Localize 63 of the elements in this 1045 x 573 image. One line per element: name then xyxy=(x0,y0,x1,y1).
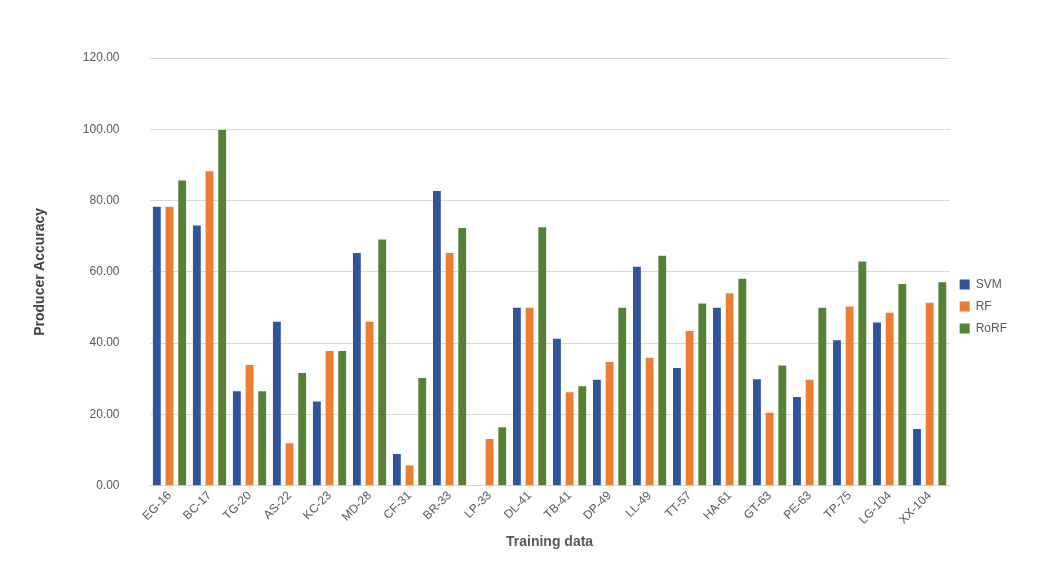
bar xyxy=(352,252,361,486)
bar xyxy=(338,350,347,486)
bar xyxy=(845,306,854,486)
bar xyxy=(405,465,414,486)
bar xyxy=(925,302,934,486)
bar xyxy=(765,412,774,486)
bar xyxy=(633,266,641,486)
bar xyxy=(645,357,654,486)
y-axis-title: Producer Accuracy xyxy=(31,207,48,336)
bar xyxy=(218,130,227,486)
bar xyxy=(232,391,241,486)
bar xyxy=(392,453,401,486)
bar xyxy=(578,386,587,486)
bar xyxy=(698,303,707,486)
bar xyxy=(593,379,601,486)
bar xyxy=(805,379,814,486)
y-tick-label: 100.00 xyxy=(82,121,120,136)
bar xyxy=(192,225,201,486)
bar xyxy=(378,239,387,486)
bar xyxy=(618,307,627,486)
bar xyxy=(538,227,547,486)
bar xyxy=(298,373,307,486)
bar xyxy=(778,365,787,486)
bar xyxy=(605,362,614,486)
bar xyxy=(818,307,827,486)
y-tick-label: 0.00 xyxy=(96,478,120,493)
bar xyxy=(152,206,161,486)
y-tick-label: 20.00 xyxy=(89,406,120,421)
bar xyxy=(725,293,734,486)
bar xyxy=(873,322,881,486)
bar xyxy=(258,391,267,486)
bar xyxy=(793,396,801,486)
legend-label: RF xyxy=(975,298,992,313)
bar xyxy=(938,282,947,486)
bar xyxy=(512,307,521,486)
y-tick-label: 60.00 xyxy=(89,264,120,279)
bar xyxy=(432,190,441,486)
bar xyxy=(833,340,841,486)
legend-label: RoRF xyxy=(975,320,1008,335)
bar xyxy=(525,307,534,486)
bar xyxy=(565,392,574,486)
legend-label: SVM xyxy=(975,276,1002,291)
bar xyxy=(885,312,894,486)
bar xyxy=(658,255,667,486)
bar xyxy=(753,379,761,486)
bar xyxy=(858,261,867,486)
bar xyxy=(552,338,561,486)
bar xyxy=(685,331,694,486)
bar xyxy=(913,429,921,486)
y-tick-label: 40.00 xyxy=(89,335,120,350)
bar xyxy=(418,378,427,486)
bar xyxy=(898,283,907,486)
bar xyxy=(178,180,187,486)
bar xyxy=(738,278,747,486)
y-tick-label: 120.00 xyxy=(82,50,120,65)
bar xyxy=(498,427,507,486)
bar xyxy=(458,228,467,486)
bar xyxy=(272,321,281,486)
bar xyxy=(673,368,681,486)
y-tick-label: 80.00 xyxy=(89,192,120,207)
bar xyxy=(713,307,721,486)
x-axis-title: Training data xyxy=(506,533,594,550)
bar xyxy=(312,401,321,486)
